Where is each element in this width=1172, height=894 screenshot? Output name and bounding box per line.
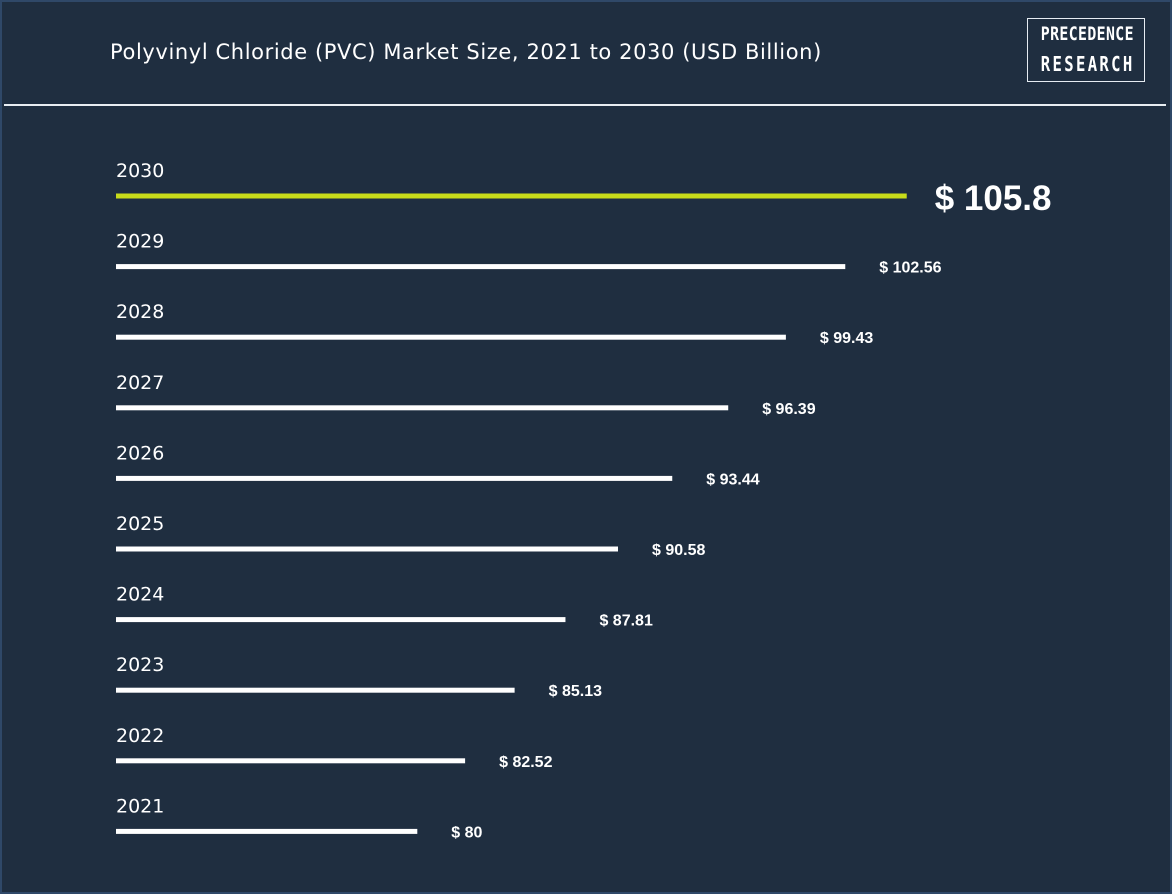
logo-line-1: PRECEDENCE — [1040, 23, 1134, 45]
logo-line-2: RESEARCH — [1040, 52, 1135, 76]
value-label: $ 87.81 — [599, 613, 652, 630]
value-label: $ 102.56 — [879, 260, 941, 277]
value-label: $ 82.52 — [499, 754, 552, 771]
header-divider — [4, 104, 1166, 106]
year-label: 2025 — [116, 513, 164, 535]
bar — [116, 475, 673, 481]
year-label: 2026 — [116, 442, 164, 464]
value-label: $ 99.43 — [820, 330, 873, 347]
year-label: 2030 — [116, 160, 164, 182]
precedence-research-logo: PRECEDENCE RESEARCH — [1027, 18, 1145, 82]
bar-highlight — [116, 193, 907, 199]
bar — [116, 334, 786, 340]
year-label: 2021 — [116, 795, 164, 817]
value-label: $ 80 — [451, 824, 482, 841]
year-label: 2022 — [116, 725, 164, 747]
bar — [116, 264, 846, 270]
value-label: $ 85.13 — [549, 683, 602, 700]
year-label: 2024 — [116, 584, 164, 606]
year-label: 2029 — [116, 231, 164, 253]
bar — [116, 546, 619, 552]
bar — [116, 687, 515, 693]
bar — [116, 405, 729, 411]
chart-title: Polyvinyl Chloride (PVC) Market Size, 20… — [110, 40, 822, 64]
year-label: 2023 — [116, 654, 164, 676]
bar — [116, 758, 466, 764]
value-label: $ 93.44 — [706, 471, 759, 488]
value-label: $ 96.39 — [762, 401, 815, 418]
value-label: $ 105.8 — [935, 179, 1052, 218]
value-label: $ 90.58 — [652, 542, 705, 559]
bar — [116, 828, 418, 834]
year-label: 2027 — [116, 372, 164, 394]
year-label: 2028 — [116, 301, 164, 323]
bar — [116, 617, 566, 623]
